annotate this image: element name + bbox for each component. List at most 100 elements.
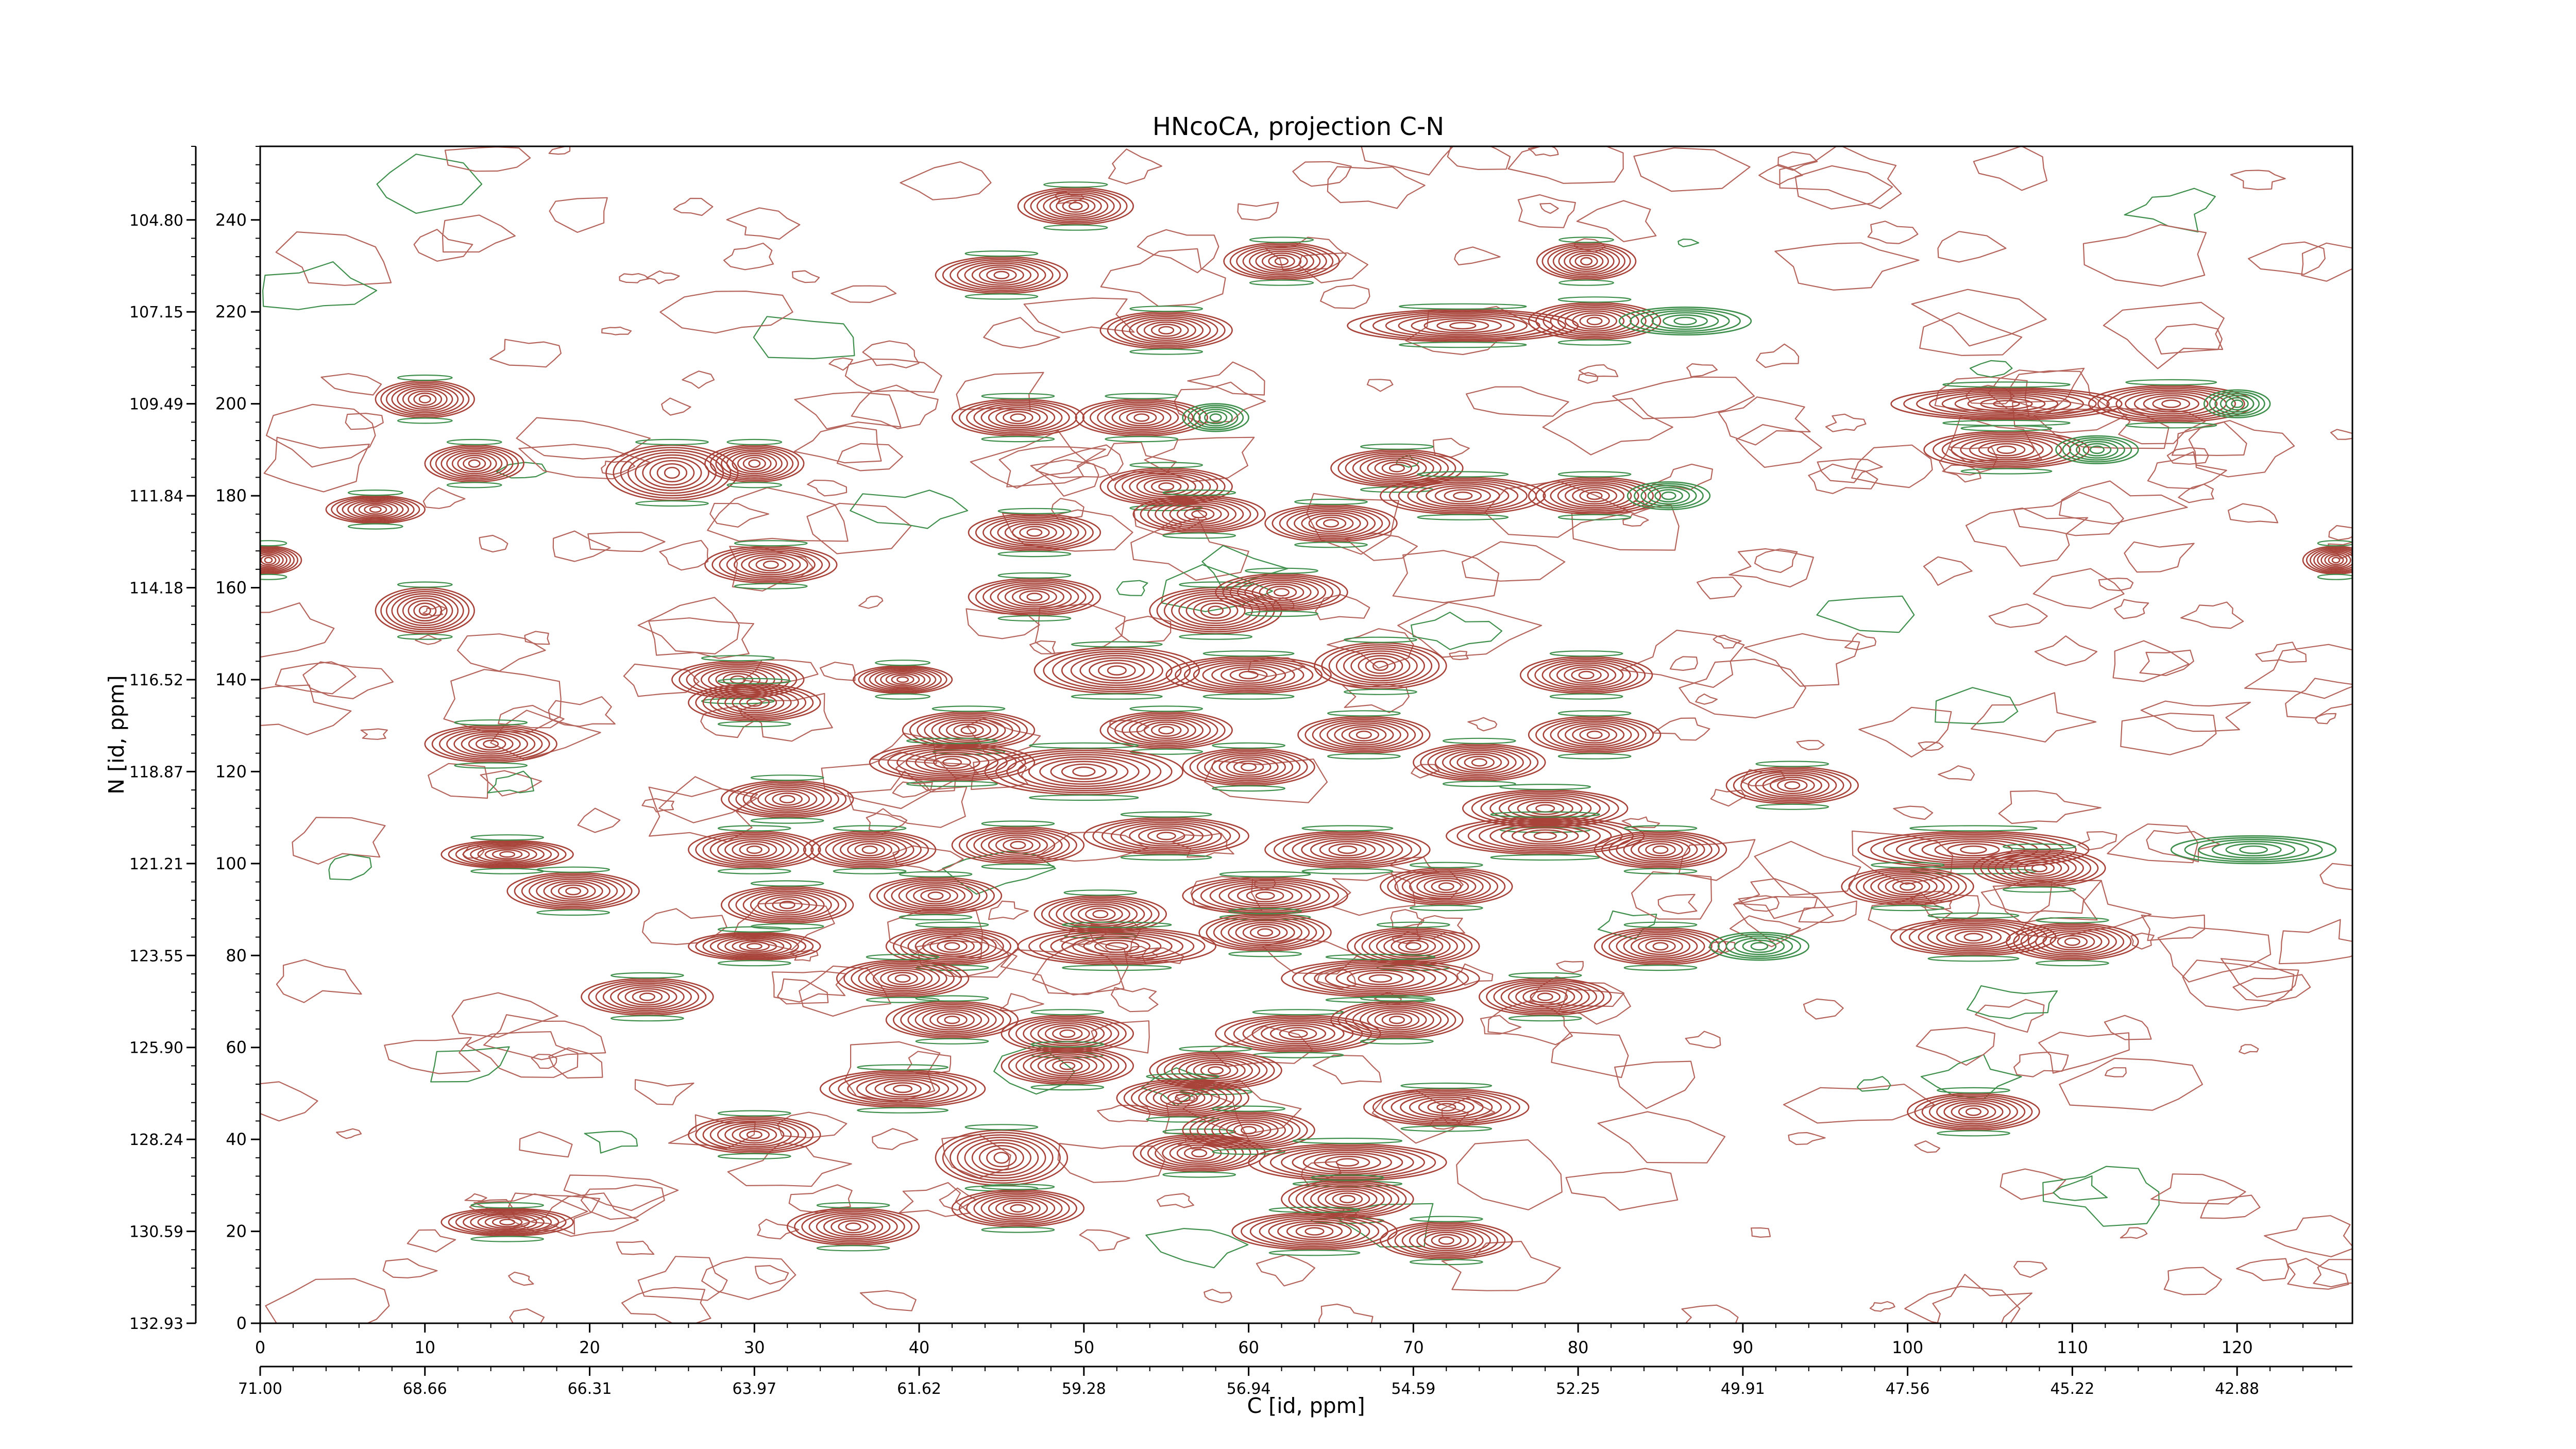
negative-sidelobe <box>1179 633 1253 640</box>
noise-contour <box>563 1174 679 1211</box>
peak-contour <box>968 572 1101 622</box>
y-ppm-tick-label: 116.52 <box>129 671 183 689</box>
noise-contour <box>2182 959 2299 1011</box>
contour-level <box>1431 1234 1462 1248</box>
noise-contour <box>601 326 632 335</box>
contour-level <box>1129 825 1204 847</box>
contour-level <box>1105 942 1129 951</box>
noise-contour <box>549 197 608 233</box>
y-tick-label: 240 <box>215 210 247 230</box>
contour-level <box>732 939 777 953</box>
contour-level <box>709 935 799 957</box>
negative-sidelobe <box>1120 811 1212 818</box>
noise-contour <box>262 261 378 310</box>
contour-level <box>1734 937 1785 955</box>
contour-layer <box>260 146 2352 1323</box>
peak-contour <box>1182 403 1249 432</box>
contour-level <box>1237 887 1294 905</box>
contour-level <box>483 739 499 749</box>
contour-level <box>995 836 1041 854</box>
contour-level <box>1049 195 1102 217</box>
contour-level <box>1630 839 1691 861</box>
contour-level <box>470 845 545 864</box>
contour-level <box>1877 875 1938 898</box>
contour-level <box>1557 483 1632 509</box>
contour-level <box>1742 939 1777 953</box>
contour-level <box>413 602 437 619</box>
contour-level <box>1645 843 1676 856</box>
contour-level <box>1273 832 1421 868</box>
noise-contour <box>844 358 942 393</box>
noise-contour <box>1057 1143 1166 1183</box>
contour-level <box>1204 1116 1294 1144</box>
contour-level <box>979 1145 1024 1171</box>
negative-sidelobe <box>833 868 907 874</box>
noise-contour <box>1631 871 1712 920</box>
contour-level <box>719 549 823 581</box>
noise-contour <box>2248 241 2326 275</box>
contour-level <box>1092 909 1109 919</box>
contour-level <box>462 844 552 866</box>
contour-level <box>982 516 1087 549</box>
noise-contour <box>2200 1194 2261 1219</box>
contour-level <box>1626 481 1711 511</box>
noise-contour <box>2228 503 2279 524</box>
contour-level <box>1145 1085 1221 1111</box>
peak-contour <box>1017 921 1217 971</box>
contour-level <box>627 451 717 494</box>
peak-contour <box>581 972 714 1022</box>
contour-level <box>1235 921 1295 943</box>
contour-level <box>1420 745 1539 780</box>
y-tick-label: 0 <box>236 1313 247 1333</box>
y-ppm-tick-label: 104.80 <box>129 212 183 230</box>
contour-level <box>1003 1202 1033 1215</box>
negative-sidelobe <box>833 825 907 832</box>
noise-contour <box>1798 900 1857 923</box>
noise-contour <box>2139 649 2194 677</box>
contour-level <box>1630 308 1741 334</box>
negative-sidelobe <box>1942 381 2071 388</box>
noise-contour <box>2120 1227 2148 1239</box>
contour-level <box>610 984 685 1009</box>
contour-level <box>1471 790 1619 826</box>
peak-contour <box>786 1202 920 1252</box>
contour-level <box>1274 257 1289 266</box>
contour-level <box>1571 668 1602 682</box>
contour-level <box>891 674 914 685</box>
noise-contour <box>442 214 516 253</box>
contour-level <box>1409 1097 1484 1118</box>
contour-level <box>907 932 997 961</box>
noise-contour <box>1342 683 1410 713</box>
peak-contour <box>1479 972 1612 1022</box>
noise-contour <box>1679 659 1806 719</box>
peak-contour <box>935 1124 1069 1192</box>
contour-level <box>1314 1153 1381 1171</box>
contour-level <box>1012 588 1057 606</box>
noise-contour <box>2230 170 2286 190</box>
noise-contour <box>1686 363 1718 378</box>
noise-contour <box>794 391 902 430</box>
contour-level <box>1530 990 1561 1004</box>
contour-level <box>1028 756 1140 787</box>
contour-level <box>1608 834 1713 866</box>
noise-contour <box>619 273 650 283</box>
noise-contour <box>260 1081 318 1122</box>
noise-contour <box>1754 840 1861 896</box>
contour-level <box>1383 935 1444 957</box>
contour-level <box>1044 1057 1090 1075</box>
contour-level <box>1319 720 1409 749</box>
contour-level <box>1129 317 1204 343</box>
contour-level <box>602 982 692 1012</box>
contour-level <box>1651 312 1719 330</box>
noise-contour <box>701 1256 796 1300</box>
contour-level <box>1601 929 1720 964</box>
peak-contour <box>1223 237 1340 286</box>
noise-contour <box>1115 615 1172 643</box>
contour-level <box>1143 321 1189 339</box>
contour-level <box>1123 1080 1242 1116</box>
contour-level <box>1515 986 1575 1008</box>
contour-level <box>1003 838 1033 852</box>
contour-level <box>1557 722 1632 748</box>
contour-level <box>924 753 980 771</box>
contour-level <box>1394 1224 1499 1257</box>
